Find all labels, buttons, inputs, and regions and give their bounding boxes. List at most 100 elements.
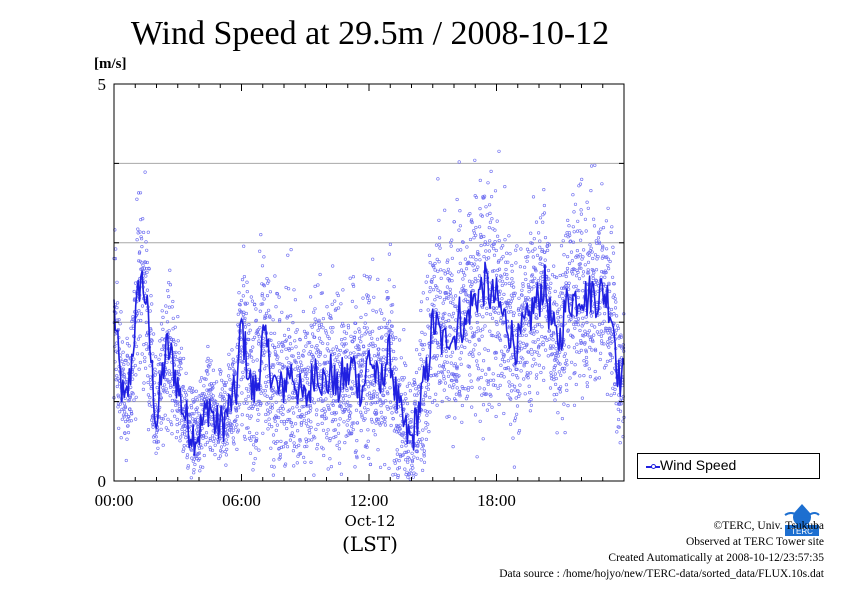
- data-point: [242, 275, 246, 279]
- data-point: [580, 177, 584, 181]
- data-point: [295, 445, 299, 449]
- data-point: [239, 345, 244, 349]
- data-point: [114, 247, 118, 251]
- data-point: [200, 376, 204, 380]
- data-point: [567, 261, 572, 266]
- data-point: [501, 244, 505, 248]
- data-point: [474, 280, 478, 284]
- data-point: [147, 267, 151, 271]
- data-point: [611, 245, 615, 249]
- data-point: [264, 419, 268, 424]
- data-point: [506, 393, 510, 397]
- data-point: [304, 437, 308, 441]
- data-point: [251, 404, 255, 409]
- data-point: [239, 378, 243, 382]
- data-point: [330, 419, 335, 424]
- data-point: [315, 447, 319, 451]
- data-point: [275, 439, 279, 444]
- data-point: [312, 322, 317, 326]
- data-point: [321, 326, 325, 330]
- data-point: [144, 320, 148, 325]
- data-point: [117, 318, 121, 322]
- data-point: [202, 453, 206, 458]
- data-point: [275, 292, 280, 296]
- data-point: [526, 255, 530, 259]
- data-point: [542, 211, 547, 215]
- data-point: [366, 428, 370, 432]
- data-point: [395, 430, 399, 434]
- data-point: [240, 311, 244, 315]
- data-point: [323, 417, 327, 421]
- data-point: [249, 295, 253, 299]
- data-point: [601, 331, 605, 335]
- data-point: [360, 358, 365, 363]
- data-point: [224, 453, 228, 457]
- data-point: [567, 314, 571, 319]
- data-point: [274, 389, 278, 393]
- data-point: [363, 321, 367, 325]
- data-point: [186, 464, 190, 468]
- data-point: [404, 450, 409, 454]
- data-point: [575, 350, 579, 354]
- data-point: [174, 403, 178, 407]
- data-point: [404, 444, 408, 448]
- data-point: [438, 364, 442, 368]
- data-point: [530, 287, 534, 291]
- data-point: [414, 472, 418, 476]
- data-point: [458, 389, 462, 393]
- data-point: [192, 400, 196, 404]
- data-point: [614, 300, 618, 304]
- data-point: [472, 331, 477, 336]
- data-point: [592, 271, 596, 275]
- data-point: [436, 345, 440, 350]
- data-point: [271, 343, 275, 347]
- data-point: [517, 313, 522, 317]
- data-point: [295, 461, 299, 465]
- data-point: [272, 465, 276, 469]
- data-point: [354, 408, 359, 412]
- data-point: [277, 447, 281, 451]
- data-point: [420, 447, 424, 451]
- data-point: [508, 305, 513, 309]
- data-point: [484, 296, 488, 300]
- data-point: [421, 444, 426, 448]
- data-point: [585, 320, 589, 325]
- data-point: [208, 436, 212, 441]
- data-point: [443, 381, 448, 385]
- data-point: [240, 278, 245, 282]
- data-point: [142, 266, 147, 270]
- data-point: [179, 367, 183, 371]
- data-point: [553, 275, 557, 279]
- data-point: [446, 370, 450, 374]
- data-point: [478, 178, 482, 182]
- data-point: [134, 344, 139, 349]
- data-point: [584, 348, 588, 352]
- data-point: [226, 363, 231, 367]
- data-point: [382, 355, 386, 359]
- data-point: [498, 338, 503, 342]
- data-point: [518, 344, 522, 348]
- data-point: [337, 440, 341, 444]
- data-point: [479, 375, 483, 380]
- data-point: [541, 343, 545, 347]
- data-point: [496, 373, 500, 378]
- data-point: [250, 299, 254, 303]
- data-point: [192, 468, 196, 472]
- data-point: [350, 421, 354, 425]
- data-point: [127, 344, 131, 348]
- data-point: [520, 303, 524, 307]
- data-point: [372, 429, 376, 433]
- data-point: [521, 341, 525, 346]
- data-point: [300, 412, 304, 417]
- data-point: [600, 270, 604, 274]
- data-point: [475, 320, 479, 325]
- data-point: [318, 326, 322, 330]
- data-point: [511, 373, 515, 377]
- data-point: [304, 335, 308, 340]
- data-point: [309, 425, 313, 430]
- data-point: [533, 266, 537, 270]
- data-point: [401, 453, 405, 457]
- data-point: [490, 405, 494, 409]
- data-point: [515, 367, 519, 372]
